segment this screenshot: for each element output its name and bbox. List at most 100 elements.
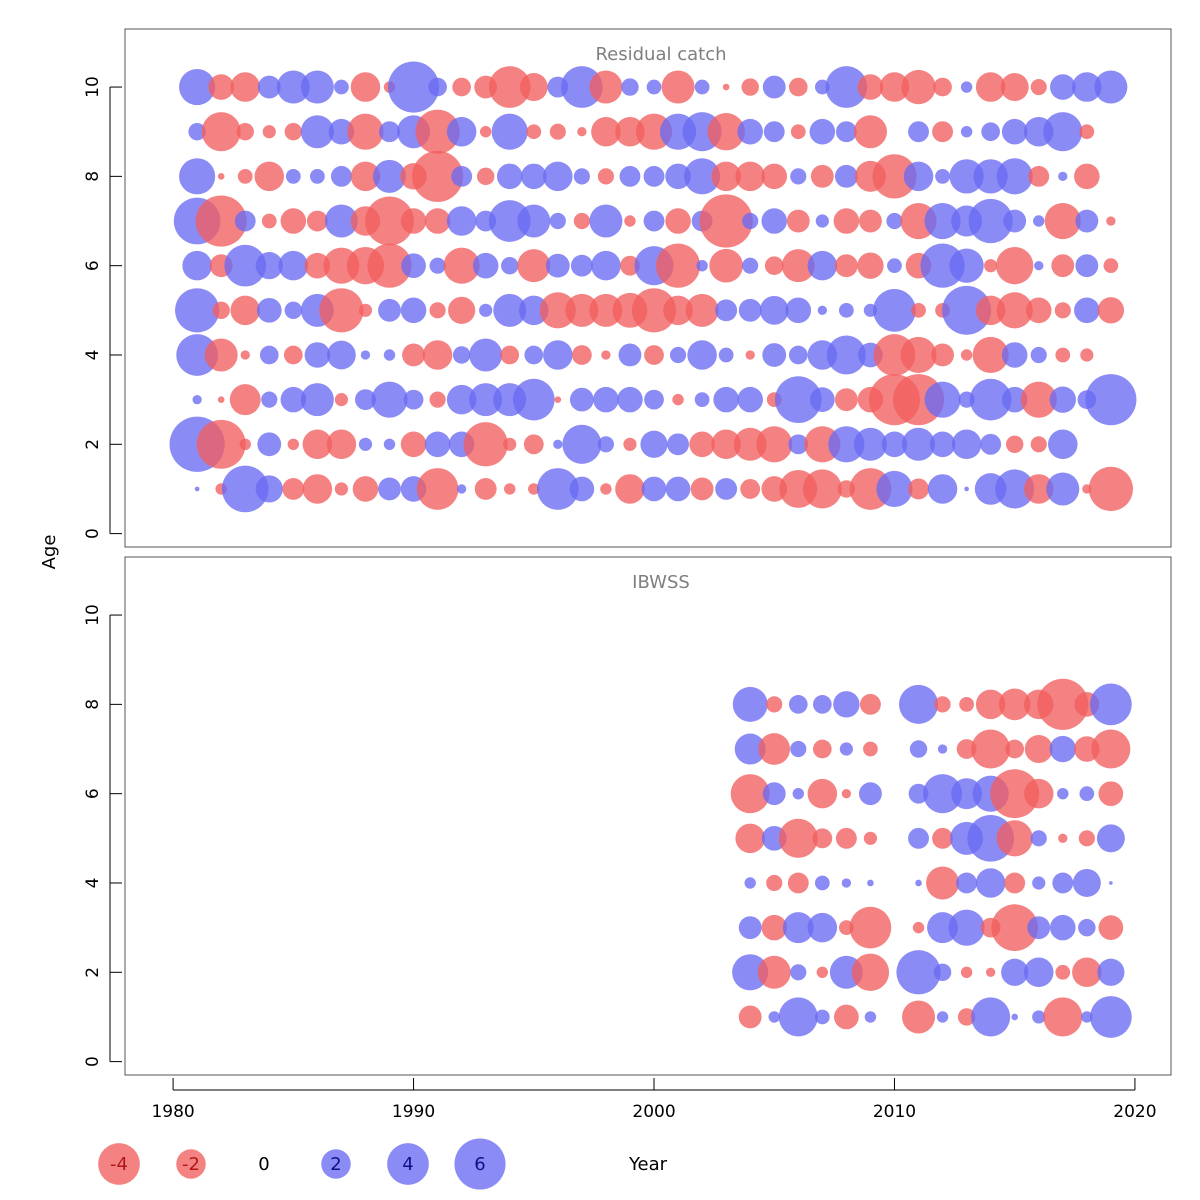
- residual-bubble: [663, 295, 693, 326]
- residual-bubble: [276, 70, 310, 104]
- residual-bubble: [972, 336, 1009, 374]
- residual-bubble: [429, 257, 446, 274]
- residual-bubble: [689, 431, 715, 458]
- residual-bubble: [517, 204, 551, 238]
- residual-bubble: [631, 288, 677, 333]
- residual-bubble: [371, 381, 408, 418]
- residual-bubble: [741, 78, 759, 96]
- residual-bubble: [996, 820, 1033, 857]
- residual-bubble: [788, 695, 808, 714]
- residual-bubble: [589, 204, 623, 238]
- residual-bubble: [1081, 1011, 1093, 1023]
- residual-bubble: [1088, 466, 1134, 512]
- residual-bubble: [415, 109, 460, 154]
- residual-bubble: [224, 244, 267, 287]
- residual-bubble: [694, 392, 710, 408]
- residual-bubble: [491, 113, 528, 150]
- residual-bubble: [718, 347, 734, 363]
- residual-bubble: [330, 165, 352, 187]
- residual-bubble: [908, 121, 929, 143]
- residual-bubble: [838, 302, 854, 318]
- residual-bubble: [1074, 163, 1100, 190]
- residual-bubble: [867, 879, 874, 887]
- residual-bubble: [188, 122, 206, 141]
- residual-bubble: [1001, 386, 1028, 413]
- residual-bubble: [195, 195, 247, 247]
- residual-bubble: [879, 72, 910, 102]
- residual-bubble: [302, 429, 333, 460]
- residual-bubble: [931, 343, 954, 367]
- residual-bubble: [593, 386, 619, 413]
- residual-bubble: [1037, 678, 1089, 730]
- residual-bubble: [781, 249, 815, 283]
- residual-bubble: [324, 204, 358, 238]
- residual-bubble: [792, 787, 805, 800]
- x-tick-label: 2020: [1113, 1102, 1156, 1122]
- residual-bubble: [640, 430, 668, 458]
- residual-bubble: [230, 295, 260, 326]
- residual-bubble: [1027, 916, 1051, 940]
- residual-bubble: [383, 438, 396, 451]
- residual-bubble: [446, 384, 477, 415]
- residual-bubble: [569, 476, 595, 502]
- residual-bubble: [929, 431, 956, 458]
- residual-bubble: [849, 906, 892, 949]
- residual-bubble: [761, 208, 788, 234]
- residual-bubble: [915, 879, 922, 887]
- residual-bubble: [948, 909, 985, 946]
- residual-bubble: [488, 66, 531, 108]
- residual-bubble: [912, 921, 925, 934]
- residual-bubble: [1096, 824, 1125, 853]
- residual-bubble: [730, 774, 770, 814]
- residual-bubble: [179, 158, 216, 195]
- residual-bubble: [179, 68, 216, 106]
- legend-label: -4: [110, 1154, 128, 1175]
- residual-bubble: [908, 478, 929, 500]
- residual-bubble: [669, 346, 687, 364]
- residual-bubble: [1005, 435, 1024, 454]
- residual-bubble: [1109, 881, 1113, 885]
- residual-bubble: [1057, 787, 1069, 800]
- residual-bubble: [788, 345, 808, 365]
- residual-bubble: [379, 121, 400, 143]
- residual-bubble: [864, 1011, 877, 1023]
- residual-bubble: [643, 165, 665, 187]
- y-tick-label: 2: [83, 967, 103, 978]
- residual-bubble: [1033, 215, 1045, 227]
- residual-bubble: [655, 243, 701, 288]
- legend-label: 0: [258, 1154, 269, 1175]
- residual-bubble: [1075, 254, 1099, 278]
- residual-bubble: [256, 297, 282, 323]
- residual-bubble: [261, 213, 277, 229]
- residual-bubble: [539, 292, 576, 329]
- residual-bubble: [711, 161, 741, 192]
- residual-bubble: [722, 83, 730, 91]
- residual-bubble: [262, 125, 276, 139]
- residual-bubble: [1052, 872, 1074, 894]
- residual-bubble: [360, 350, 371, 360]
- residual-bubble: [1080, 348, 1094, 362]
- residual-bubble: [1098, 915, 1124, 940]
- residual-bubble: [424, 431, 451, 458]
- residual-bubble: [764, 256, 784, 276]
- residual-bubble: [358, 303, 373, 317]
- residual-bubble: [816, 966, 829, 979]
- residual-bubble: [715, 478, 738, 500]
- residual-bubble: [876, 470, 913, 508]
- residual-bubble: [254, 161, 285, 192]
- residual-bubble: [400, 208, 427, 234]
- residual-bubble: [402, 343, 425, 367]
- residual-bubble: [501, 256, 519, 275]
- residual-bubble: [923, 774, 963, 814]
- residual-bubble: [517, 249, 551, 283]
- residual-bubble: [980, 433, 1002, 455]
- residual-bubble: [761, 163, 788, 190]
- residual-bubble: [201, 112, 241, 152]
- x-tick-label: 2010: [873, 1102, 916, 1122]
- residual-bubble: [194, 486, 200, 492]
- residual-bubble: [738, 916, 762, 940]
- residual-bubble: [813, 695, 832, 714]
- residual-bubble: [623, 437, 637, 451]
- residual-bubble: [523, 434, 544, 455]
- residual-bubble: [933, 963, 952, 982]
